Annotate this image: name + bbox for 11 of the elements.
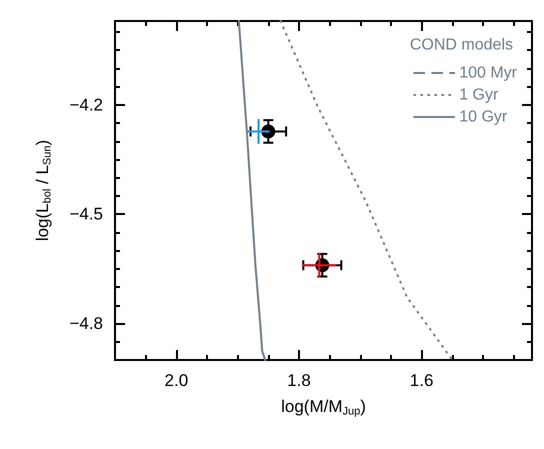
x-tick-label: 1.8: [287, 371, 311, 390]
y-tick-label: −4.8: [69, 314, 103, 334]
y-tick-label: −4.5: [69, 204, 103, 224]
y-axis-title: log(Lbol / LSun): [33, 140, 54, 242]
legend-label: 10 Gyr: [459, 108, 508, 126]
legend-title: COND models: [410, 36, 514, 54]
legend-label: 100 Myr: [459, 64, 518, 82]
x-tick-label: 1.6: [410, 371, 434, 390]
y-tick-label: −4.2: [69, 95, 103, 114]
x-tick-label: 2.0: [164, 371, 188, 390]
legend-label: 1 Gyr: [459, 86, 499, 104]
